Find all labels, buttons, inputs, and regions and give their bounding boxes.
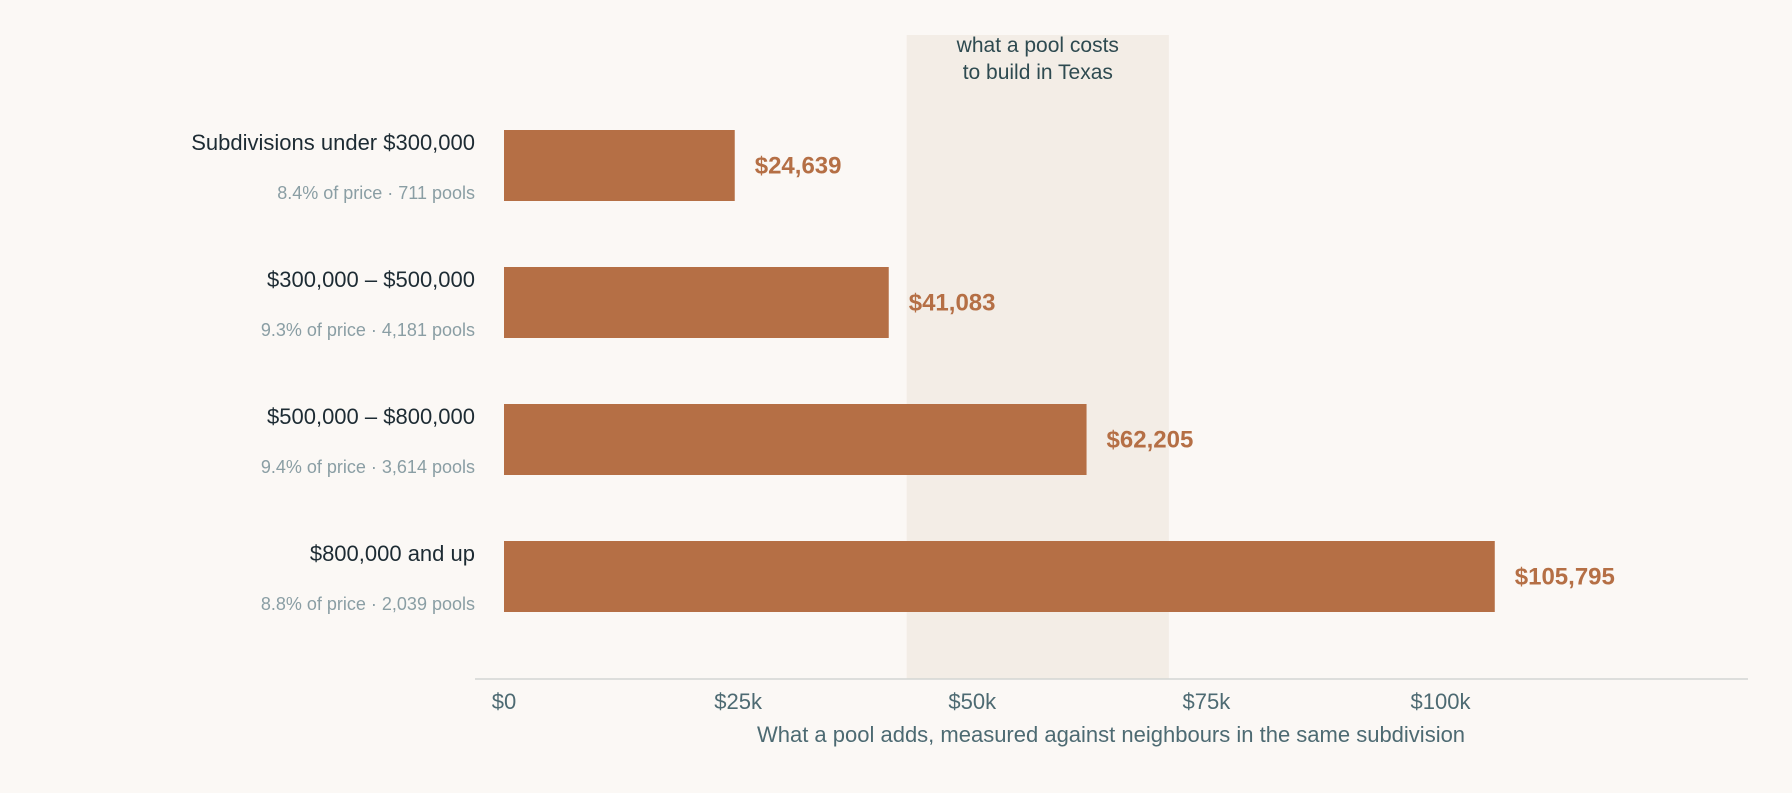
bar-value-label: $62,205 xyxy=(1107,427,1194,454)
bar xyxy=(504,267,889,338)
category-sublabel: 8.4% of price · 711 pools xyxy=(277,183,475,203)
category-sublabel: 9.3% of price · 4,181 pools xyxy=(261,320,475,340)
x-axis-title: What a pool adds, measured against neigh… xyxy=(757,722,1465,747)
band-label: what a pool costs xyxy=(956,34,1119,57)
bar-value-label: $24,639 xyxy=(755,153,842,180)
category-label: $300,000 – $500,000 xyxy=(267,267,475,292)
x-tick-label: $75k xyxy=(1183,689,1232,714)
x-tick-label: $25k xyxy=(714,689,763,714)
bar-value-label: $41,083 xyxy=(909,290,996,317)
category-sublabel: 9.4% of price · 3,614 pools xyxy=(261,457,475,477)
bar-value-label: $105,795 xyxy=(1515,564,1615,591)
bar xyxy=(504,130,735,201)
category-label: $800,000 and up xyxy=(310,541,475,566)
x-tick-label: $100k xyxy=(1411,689,1472,714)
x-tick-label: $50k xyxy=(948,689,997,714)
band-label: to build in Texas xyxy=(963,61,1113,84)
x-tick-label: $0 xyxy=(492,689,516,714)
bar xyxy=(504,404,1087,475)
category-label: Subdivisions under $300,000 xyxy=(191,130,475,155)
category-sublabel: 8.8% of price · 2,039 pools xyxy=(261,594,475,614)
category-label: $500,000 – $800,000 xyxy=(267,404,475,429)
bar xyxy=(504,541,1495,612)
